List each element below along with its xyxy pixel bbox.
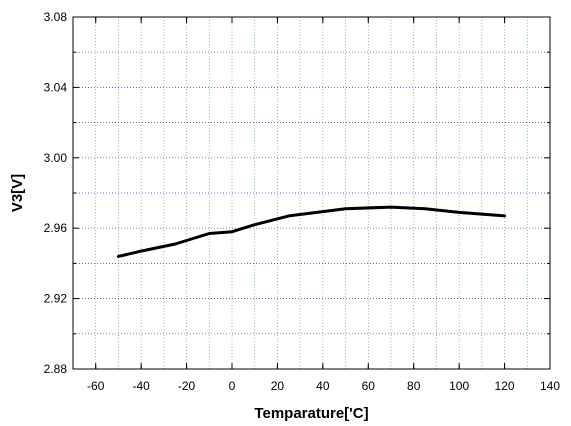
x-tick-label: 40	[316, 379, 330, 393]
x-tick-label: -40	[132, 379, 150, 393]
series	[116, 205, 507, 258]
y-tick-label: 2.88	[44, 362, 68, 376]
x-axis-title: Temparature['C]	[254, 405, 368, 422]
x-tick-label: 80	[407, 379, 421, 393]
y-tick-label: 3.04	[44, 80, 68, 94]
x-tick-label: 60	[362, 379, 376, 393]
y-tick-label: 3.00	[44, 151, 68, 165]
y-tick-label: 2.92	[44, 292, 68, 306]
x-tick-label: -20	[178, 379, 196, 393]
x-tick-labels: -60 -40 -20 0 20 40 60 80 100 120 140	[87, 379, 560, 393]
x-tick-label: 100	[449, 379, 469, 393]
x-tick-label: -60	[87, 379, 105, 393]
grid	[73, 17, 550, 369]
y-tick-label: 2.96	[44, 221, 68, 235]
y-tick-labels: 2.88 2.92 2.96 3.00 3.04 3.08	[44, 10, 68, 376]
series-line	[116, 205, 507, 258]
x-tick-label: 0	[229, 379, 236, 393]
x-tick-label: 20	[271, 379, 285, 393]
y-axis-title: V3[V]	[9, 174, 26, 212]
axis-ticks	[73, 16, 551, 370]
y-tick-label: 3.08	[44, 10, 68, 24]
x-tick-label: 120	[495, 379, 515, 393]
x-tick-label: 140	[540, 379, 560, 393]
